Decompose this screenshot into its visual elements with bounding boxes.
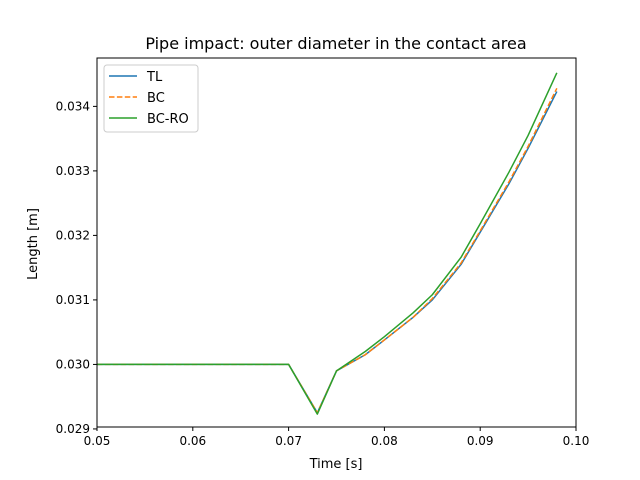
y-tick-label: 0.031	[56, 293, 90, 307]
legend-label: BC	[147, 91, 165, 106]
y-tick-label: 0.030	[56, 357, 90, 371]
plot-frame	[96, 57, 577, 428]
y-tick-label: 0.034	[56, 99, 90, 113]
legend-label: TL	[146, 70, 163, 85]
plot-lines	[97, 72, 558, 415]
x-tick-label: 0.09	[467, 434, 494, 448]
x-tick-label: 0.10	[563, 434, 590, 448]
series-line-bc-ro	[97, 72, 558, 415]
y-axis-ticks: 0.029 0.030 0.031 0.032 0.033 0.034	[56, 99, 97, 436]
x-tick-label: 0.07	[275, 434, 302, 448]
x-tick-label: 0.06	[179, 434, 206, 448]
chart-title: Pipe impact: outer diameter in the conta…	[145, 34, 526, 53]
legend: TL BC BC-RO	[103, 64, 199, 133]
x-axis-ticks: 0.05 0.06 0.07 0.08 0.09 0.10	[84, 427, 590, 448]
x-tick-label: 0.08	[371, 434, 398, 448]
x-axis-label: Time [s]	[309, 457, 363, 472]
x-tick-label: 0.05	[84, 434, 111, 448]
y-axis-label: Length [m]	[26, 208, 41, 280]
y-tick-label: 0.029	[56, 422, 90, 436]
y-tick-label: 0.033	[56, 164, 90, 178]
legend-label: BC-RO	[147, 112, 189, 127]
y-tick-label: 0.032	[56, 228, 90, 242]
legend-box	[103, 64, 199, 133]
